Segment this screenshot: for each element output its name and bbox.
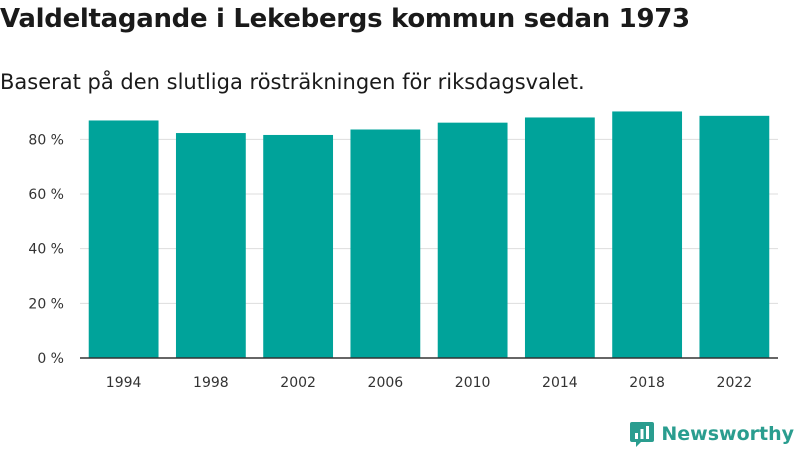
- bar: [350, 129, 421, 358]
- bar: [88, 120, 159, 359]
- bar: [437, 122, 508, 358]
- x-tick-label: 1994: [106, 375, 142, 391]
- bar: [699, 115, 770, 359]
- bar: [263, 134, 334, 358]
- bar: [175, 133, 246, 358]
- x-tick-label: 2018: [629, 375, 665, 391]
- newsworthy-logo-icon: [630, 422, 655, 447]
- brand-logo: Newsworthy: [629, 420, 794, 448]
- y-tick-label: 60 %: [28, 187, 64, 203]
- y-tick-label: 80 %: [28, 132, 64, 148]
- brand-name: Newsworthy: [661, 423, 794, 445]
- x-tick-label: 2014: [542, 375, 578, 391]
- x-tick-label: 2002: [280, 375, 316, 391]
- bar: [524, 117, 595, 358]
- x-tick-label: 2006: [368, 375, 404, 391]
- chart-title: Valdeltagande i Lekebergs kommun sedan 1…: [0, 4, 690, 34]
- bar: [612, 111, 683, 358]
- y-tick-label: 40 %: [28, 242, 64, 258]
- x-tick-label: 2022: [717, 375, 753, 391]
- chart-subtitle: Baserat på den slutliga rösträkningen fö…: [0, 70, 585, 94]
- x-tick-label: 2010: [455, 375, 491, 391]
- x-tick-label: 1998: [193, 375, 229, 391]
- y-tick-label: 20 %: [28, 296, 64, 312]
- y-tick-label: 0 %: [37, 351, 64, 367]
